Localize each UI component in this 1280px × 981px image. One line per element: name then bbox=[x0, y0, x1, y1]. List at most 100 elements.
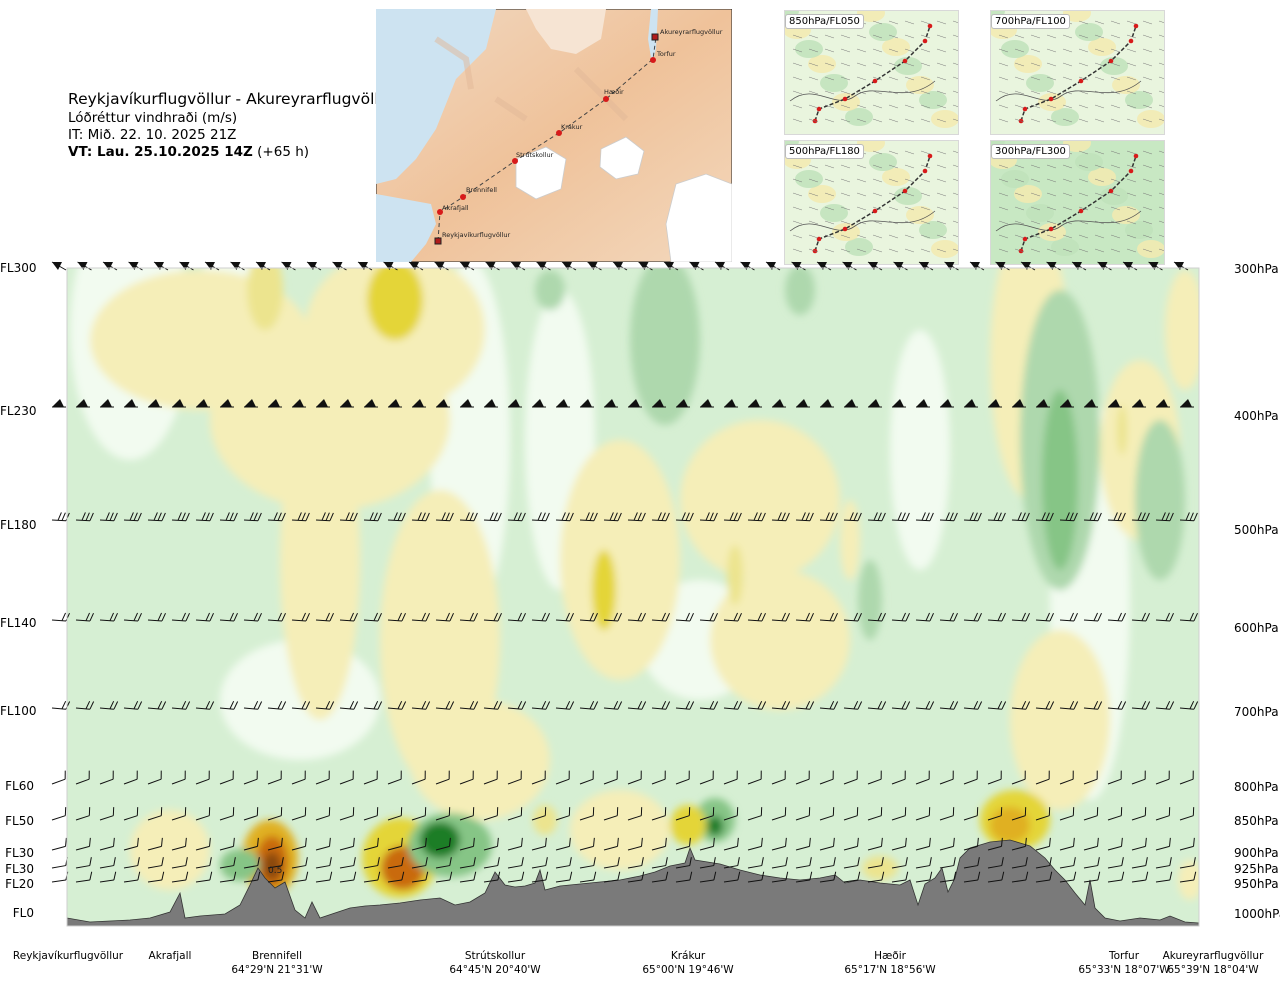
wind-barb bbox=[723, 700, 743, 710]
vv-region bbox=[710, 570, 850, 710]
wind-barb bbox=[843, 871, 861, 883]
y-label-fl: FL300 bbox=[0, 261, 37, 275]
wind-barb bbox=[171, 770, 186, 785]
wind-barb bbox=[579, 837, 595, 851]
wind-barb bbox=[963, 857, 980, 869]
wind-barb bbox=[916, 399, 930, 408]
wind-barb bbox=[603, 807, 619, 821]
map-label-1: Torfur bbox=[656, 50, 676, 58]
wind-barb bbox=[388, 399, 402, 408]
wind-barb bbox=[675, 857, 692, 869]
variable-label: Lóðréttur vindhraði (m/s) bbox=[68, 110, 238, 126]
wind-barb bbox=[387, 770, 402, 785]
wind-barb bbox=[1107, 770, 1122, 785]
wind-barb bbox=[204, 261, 220, 271]
wind-barb bbox=[627, 837, 643, 851]
wind-barb bbox=[795, 700, 815, 710]
wind-barb bbox=[507, 871, 525, 883]
wind-barb bbox=[267, 770, 282, 785]
wind-barb bbox=[243, 871, 261, 883]
wind-barb bbox=[339, 700, 359, 710]
wind-barb bbox=[555, 612, 574, 622]
wind-barb bbox=[1155, 612, 1174, 622]
wind-barb bbox=[867, 857, 884, 869]
wind-barb bbox=[408, 261, 424, 271]
wind-barb bbox=[796, 399, 810, 408]
vv-region bbox=[862, 856, 898, 880]
wind-barb bbox=[675, 612, 694, 622]
wind-barb bbox=[363, 612, 382, 622]
wind-barb bbox=[587, 261, 602, 271]
vv-region bbox=[670, 805, 706, 845]
wind-barb bbox=[714, 261, 730, 271]
wind-barb bbox=[795, 807, 811, 821]
wind-barb bbox=[536, 261, 551, 271]
y-label-pressure: 300hPa bbox=[1234, 262, 1279, 276]
wind-barb bbox=[819, 512, 838, 522]
wind-barb bbox=[675, 770, 690, 785]
wind-barb bbox=[483, 837, 499, 851]
wind-barb bbox=[867, 871, 885, 883]
panel-700hpa: 700hPa/FL100 bbox=[977, 2, 1169, 135]
wind-barb bbox=[579, 612, 598, 622]
wind-barb bbox=[689, 261, 704, 271]
wind-barb bbox=[195, 700, 215, 710]
wind-barb bbox=[1107, 612, 1126, 622]
wind-barb bbox=[771, 770, 786, 785]
y-label-pressure: 900hPa bbox=[1234, 846, 1279, 860]
wind-barb bbox=[507, 770, 522, 785]
wind-barb bbox=[292, 399, 306, 408]
wind-barb bbox=[963, 770, 978, 785]
wind-barb bbox=[675, 837, 691, 851]
wind-barb bbox=[1131, 700, 1151, 710]
y-label-fl: FL140 bbox=[0, 616, 37, 630]
route-map: Akureyrarflugvöllur Torfur Hæðir Krákur … bbox=[375, 8, 733, 263]
y-label-fl: FL50 bbox=[5, 814, 34, 828]
wind-barb bbox=[915, 807, 931, 821]
wind-barb bbox=[791, 261, 806, 271]
wind-barb bbox=[1131, 837, 1147, 851]
wind-barb bbox=[795, 871, 813, 883]
wind-barb bbox=[1155, 807, 1171, 821]
wind-barb bbox=[291, 837, 307, 851]
wind-barb bbox=[652, 399, 666, 408]
wind-barb bbox=[651, 512, 670, 522]
y-label-fl: FL0 bbox=[12, 906, 34, 920]
wind-barb bbox=[867, 837, 883, 851]
wind-barb bbox=[76, 399, 90, 408]
wind-barb bbox=[219, 837, 235, 851]
wind-barb bbox=[357, 261, 373, 271]
wind-barb bbox=[291, 612, 310, 622]
wind-barb bbox=[771, 700, 791, 710]
wind-barb bbox=[1179, 857, 1196, 869]
wind-barb bbox=[315, 857, 332, 869]
map-label-3: Krákur bbox=[561, 123, 583, 131]
wind-barb bbox=[268, 399, 282, 408]
x-label-waypoint: Reykjavíkurflugvöllur bbox=[12, 950, 124, 962]
wind-barb bbox=[291, 512, 310, 522]
wind-barb bbox=[99, 807, 115, 821]
wind-barb bbox=[556, 399, 570, 408]
wind-barb bbox=[988, 399, 1002, 408]
wind-barb bbox=[915, 512, 934, 522]
wind-barb bbox=[387, 837, 403, 851]
wind-barb bbox=[291, 871, 309, 883]
wind-barb bbox=[387, 612, 406, 622]
wind-barb bbox=[244, 399, 258, 408]
x-label-waypoint: Akrafjall bbox=[148, 950, 192, 962]
wind-barb bbox=[1046, 261, 1061, 271]
wind-barb bbox=[1060, 399, 1074, 408]
panel-route-point bbox=[816, 236, 822, 242]
wind-barb bbox=[867, 612, 886, 622]
wind-barb bbox=[1035, 612, 1054, 622]
cross-section: 0.5 bbox=[0, 250, 1280, 940]
vv-region bbox=[263, 852, 281, 880]
wind-barb bbox=[435, 807, 451, 821]
wind-barb bbox=[339, 512, 358, 522]
wind-barb bbox=[795, 612, 814, 622]
terrain bbox=[67, 839, 1199, 926]
vv-region bbox=[990, 807, 1030, 843]
wind-barb bbox=[915, 612, 934, 622]
wind-barb bbox=[99, 512, 118, 522]
vv-region bbox=[890, 330, 950, 570]
